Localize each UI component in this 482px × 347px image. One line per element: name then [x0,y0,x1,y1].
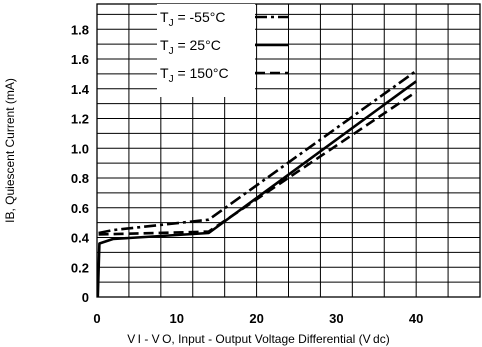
y-tick-label: 1.8 [71,22,89,37]
grid-lines [97,4,480,297]
legend-label: TJ = 150°C [160,65,229,85]
x-tick-label: 10 [170,311,184,326]
legend-label: TJ = 25°C [160,37,221,57]
x-tick-label: 20 [249,311,263,326]
x-tick-label: 40 [409,311,423,326]
series-line-0 [98,69,417,235]
y-tick-label: 0.8 [71,171,89,186]
series-line-2 [98,90,417,236]
y-tick-label: 0.2 [71,260,89,275]
plot-area-frame [96,3,481,298]
data-series-group [96,69,417,298]
x-tick-label: 0 [93,311,100,326]
y-tick-label: 0.4 [71,231,90,246]
y-axis-tick-labels: 0 0.2 0.4 0.6 0.8 1.0 1.2 1.4 1.6 1.8 [71,22,90,305]
x-axis-label: V I - V O, Input - Output Voltage Differ… [127,332,389,346]
legend-background [157,4,255,97]
x-tick-label: 30 [329,311,343,326]
y-tick-label: 0.6 [71,201,89,216]
y-tick-label: 1.2 [71,112,89,127]
y-tick-label: 1.0 [71,141,89,156]
y-tick-label: 1.6 [71,52,89,67]
y-axis-label: IB, Quiescent Current (mA) [3,78,17,223]
legend: TJ = -55°C TJ = 25°C TJ = 150°C [157,4,289,97]
x-axis-tick-labels: 0 10 20 30 40 [93,311,423,326]
series-line-1 [96,80,417,298]
y-tick-label: 1.4 [71,82,90,97]
y-tick-label: 0 [82,290,89,305]
legend-label: TJ = -55°C [160,9,225,29]
